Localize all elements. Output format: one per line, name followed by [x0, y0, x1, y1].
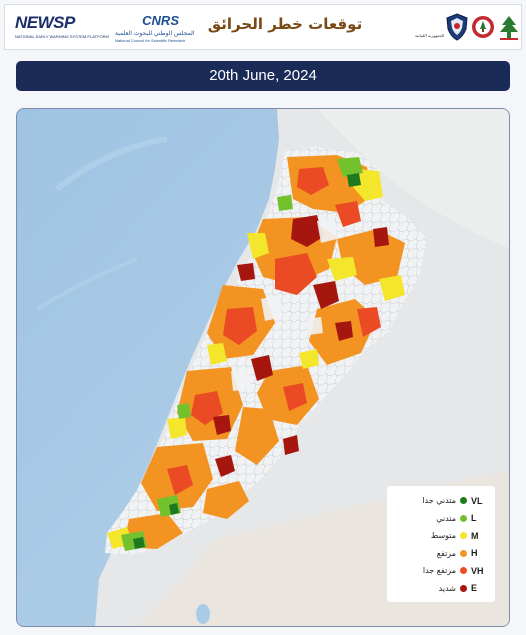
legend-item-high: مرتفع H	[395, 545, 487, 563]
page-title: توقعات خطر الحرائق	[207, 15, 363, 33]
risk-zone-very-high	[167, 167, 381, 495]
seal-logo-icon	[472, 16, 494, 38]
legend-dot-icon	[460, 567, 467, 575]
cnrs-logo-text: CNRS	[142, 13, 179, 28]
legend-label: مرتفع	[436, 548, 456, 558]
date-banner: 20th June, 2024	[16, 61, 510, 91]
legend-item-moderate: متوسط M	[395, 527, 487, 545]
legend-item-low: متدني L	[395, 510, 487, 528]
legend-label: متدني	[436, 513, 456, 523]
newsp-logo: NEWSP NATIONAL EARLY WARNING SYSTEM PLAT…	[15, 13, 111, 43]
legend-label: شديد	[438, 583, 456, 593]
legend-item-very-high: مرتفع جدا VH	[395, 562, 487, 580]
legend-label: متوسط	[430, 531, 456, 541]
legend-item-extreme: شديد E	[395, 580, 487, 598]
risk-zone-extreme	[213, 215, 389, 477]
risk-zone-very-low	[133, 173, 361, 549]
legend-dot-icon	[460, 549, 467, 557]
legend-code: E	[471, 583, 478, 594]
header-bar: NEWSP NATIONAL EARLY WARNING SYSTEM PLAT…	[4, 4, 522, 50]
fire-risk-map[interactable]: متدني جدا VL متدني L متوسط M مرتفع H مرت…	[16, 108, 510, 627]
cnrs-arabic-name: المجلس الوطني للبحوث العلمية	[115, 30, 195, 37]
cedar-logo-icon	[500, 16, 518, 40]
newsp-logo-text: NEWSP	[15, 13, 75, 32]
legend-label: متدني جدا	[422, 496, 456, 506]
legend-code: VL	[471, 495, 483, 506]
legend-dot-icon	[460, 497, 467, 505]
legend-item-very-low: متدني جدا VL	[395, 492, 487, 510]
legend-dot-icon	[460, 514, 467, 522]
map-legend: متدني جدا VL متدني L متوسط M مرتفع H مرت…	[387, 486, 495, 602]
legend-code: H	[471, 548, 478, 559]
newsp-logo-subtitle: NATIONAL EARLY WARNING SYSTEM PLATFORM	[15, 34, 109, 39]
ministry-label: الجمهورية اللبنانية	[415, 33, 445, 38]
legend-dot-icon	[460, 584, 467, 592]
legend-code: VH	[471, 565, 484, 576]
legend-label: مرتفع جدا	[422, 566, 456, 576]
legend-dot-icon	[460, 532, 467, 540]
legend-code: M	[471, 530, 479, 541]
cnrs-logo: CNRS المجلس الوطني للبحوث العلمية Nation…	[115, 13, 195, 45]
legend-code: L	[471, 513, 477, 524]
cnrs-english-name: National Council for Scientific Research	[115, 38, 186, 43]
shield-logo-icon	[446, 13, 468, 41]
